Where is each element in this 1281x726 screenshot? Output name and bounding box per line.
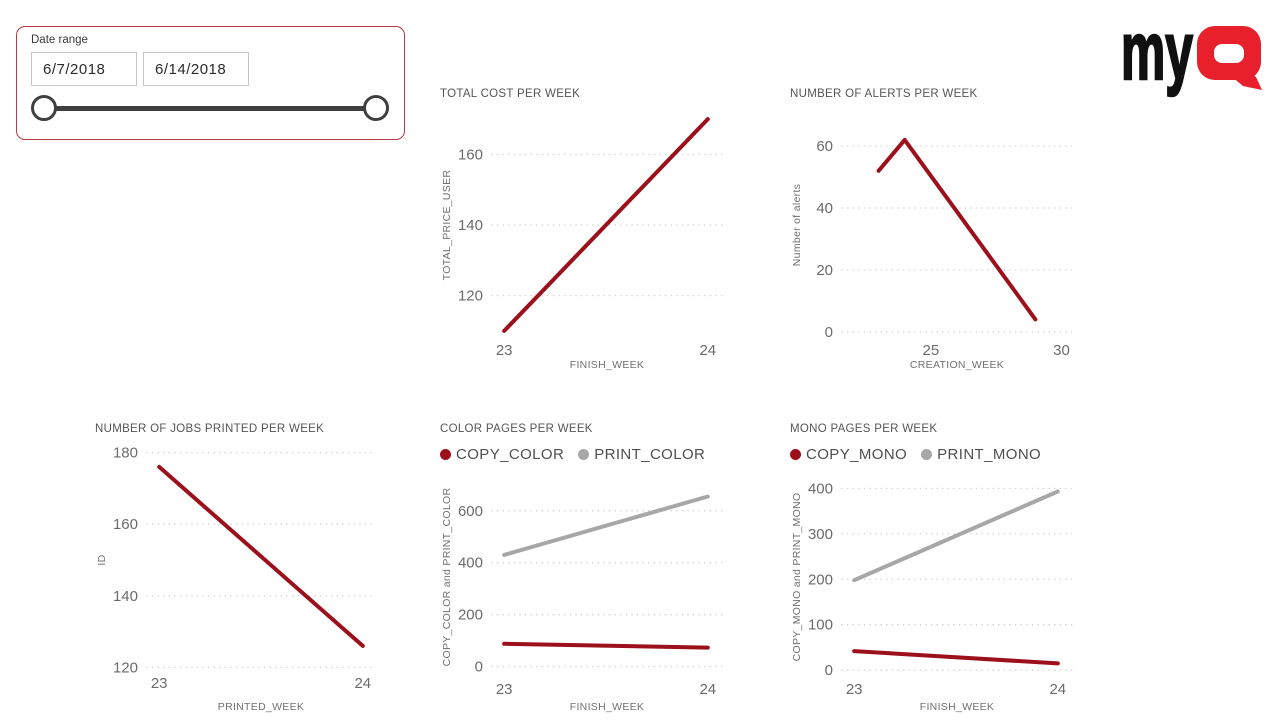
x-axis-title: PRINTED_WEEK bbox=[218, 701, 304, 713]
chart-plot-color-pages[interactable]: 0 200 400 600 23 24 FINISH_WEEK COPY_COLOR and … bbox=[440, 471, 732, 715]
chart-plot-total-cost[interactable]: 120 140 160 23 24 FINISH_WEEK TOTAL_PRICE_USER bbox=[440, 110, 732, 373]
y-tick-label: 0 bbox=[825, 324, 833, 341]
logo-q-shape bbox=[1197, 26, 1262, 90]
x-axis-title: FINISH_WEEK bbox=[570, 359, 644, 371]
y-tick-label: 160 bbox=[458, 146, 483, 163]
chart-number-of-alerts-per-week: NUMBER OF ALERTS PER WEEK 0 20 40 60 25 30 CRE… bbox=[790, 88, 1082, 373]
start-date-input[interactable] bbox=[31, 52, 137, 86]
y-tick-label: 120 bbox=[458, 288, 483, 305]
x-tick-label: 23 bbox=[151, 675, 168, 692]
y-tick-label: 20 bbox=[816, 262, 833, 279]
legend-dot-COPY_COLOR bbox=[440, 448, 451, 460]
chart-title: MONO PAGES PER WEEK bbox=[790, 423, 938, 435]
x-tick-label: 24 bbox=[1049, 681, 1066, 698]
chart-mono-pages-per-week: MONO PAGES PER WEEK COPY_MONO PRINT_MONO … bbox=[790, 423, 1082, 715]
date-range-slicer: Date range bbox=[16, 26, 405, 140]
y-axis-title: ID bbox=[96, 554, 108, 565]
logo-my-text: my bbox=[1121, 14, 1193, 97]
x-axis-title: FINISH_WEEK bbox=[570, 701, 644, 713]
x-axis-title: FINISH_WEEK bbox=[920, 701, 994, 713]
x-tick-label: 30 bbox=[1053, 342, 1070, 359]
slider-handle-end[interactable] bbox=[363, 95, 389, 121]
chart-legend: COPY_MONO PRINT_MONO bbox=[790, 445, 1082, 463]
legend-item-PRINT_COLOR[interactable]: PRINT_COLOR bbox=[578, 446, 705, 463]
x-axis-title: CREATION_WEEK bbox=[910, 359, 1004, 371]
y-axis-title: COPY_MONO and PRINT_MONO bbox=[791, 493, 803, 662]
slider-handle-start[interactable] bbox=[31, 95, 57, 121]
series-line-TOTAL_PRICE_USER[interactable] bbox=[502, 117, 710, 333]
series-line-Number of alerts[interactable] bbox=[876, 137, 1038, 322]
x-tick-label: 25 bbox=[923, 342, 940, 359]
legend-label: PRINT_COLOR bbox=[594, 445, 706, 463]
legend-item-COPY_COLOR[interactable]: COPY_COLOR bbox=[440, 446, 564, 463]
y-tick-label: 300 bbox=[808, 526, 833, 543]
y-tick-label: 600 bbox=[458, 503, 483, 520]
x-tick-label: 24 bbox=[354, 675, 371, 692]
legend-dot-COPY_MONO bbox=[790, 448, 801, 460]
chart-title: NUMBER OF ALERTS PER WEEK bbox=[790, 88, 978, 100]
y-tick-label: 140 bbox=[458, 217, 483, 234]
legend-label: COPY_MONO bbox=[806, 445, 908, 463]
legend-label: COPY_COLOR bbox=[456, 445, 565, 463]
chart-title: COLOR PAGES PER WEEK bbox=[440, 423, 593, 435]
chart-title: TOTAL COST PER WEEK bbox=[440, 88, 581, 100]
chart-plot-mono-pages[interactable]: 0 100 200 300 400 23 24 FINISH_WEEK COPY_MONO an… bbox=[790, 471, 1082, 715]
y-axis-title: COPY_COLOR and PRINT_COLOR bbox=[441, 488, 453, 667]
legend-label: PRINT_MONO bbox=[937, 445, 1042, 463]
chart-title: NUMBER OF JOBS PRINTED PER WEEK bbox=[95, 423, 325, 435]
legend-dot-PRINT_COLOR bbox=[578, 448, 590, 460]
y-tick-label: 200 bbox=[458, 607, 483, 624]
y-tick-label: 160 bbox=[113, 516, 138, 533]
y-tick-label: 100 bbox=[808, 617, 833, 634]
y-tick-label: 400 bbox=[808, 480, 833, 497]
series-line-COPY_MONO[interactable] bbox=[852, 649, 1060, 666]
y-tick-label: 60 bbox=[816, 138, 833, 155]
series-line-PRINT_MONO[interactable] bbox=[852, 489, 1060, 583]
x-tick-label: 24 bbox=[699, 681, 716, 698]
x-tick-label: 23 bbox=[496, 342, 513, 359]
y-tick-label: 200 bbox=[808, 571, 833, 588]
date-range-label: Date range bbox=[31, 34, 88, 46]
chart-jobs-printed-per-week: NUMBER OF JOBS PRINTED PER WEEK 120 140 16… bbox=[95, 423, 385, 715]
chart-color-pages-per-week: COLOR PAGES PER WEEK COPY_COLOR PRINT_COL… bbox=[440, 423, 732, 715]
y-tick-label: 180 bbox=[113, 445, 138, 462]
legend-item-COPY_MONO[interactable]: COPY_MONO bbox=[790, 446, 907, 463]
series-line-ID[interactable] bbox=[157, 464, 365, 648]
legend-item-PRINT_MONO[interactable]: PRINT_MONO bbox=[921, 446, 1041, 463]
chart-plot-alerts[interactable]: 0 20 40 60 25 30 CREATION_WEEK Number of alerts bbox=[790, 110, 1082, 373]
series-line-COPY_COLOR[interactable] bbox=[502, 641, 710, 650]
y-tick-label: 0 bbox=[825, 662, 833, 679]
y-tick-label: 120 bbox=[113, 659, 138, 676]
chart-plot-jobs-printed[interactable]: 120 140 160 180 23 24 PRINTED_WEEK ID bbox=[95, 445, 385, 715]
myq-logo: my bbox=[1120, 14, 1262, 98]
y-tick-label: 140 bbox=[113, 588, 138, 605]
slider-track[interactable] bbox=[44, 106, 376, 111]
chart-total-cost-per-week: TOTAL COST PER WEEK 120 140 160 23 24 FINISH_… bbox=[440, 88, 732, 373]
end-date-input[interactable] bbox=[143, 52, 249, 86]
x-tick-label: 24 bbox=[699, 342, 716, 359]
chart-legend: COPY_COLOR PRINT_COLOR bbox=[440, 445, 732, 463]
y-axis-title: TOTAL_PRICE_USER bbox=[441, 170, 453, 281]
series-line-PRINT_COLOR[interactable] bbox=[502, 494, 710, 557]
y-tick-label: 0 bbox=[475, 659, 483, 676]
x-tick-label: 23 bbox=[496, 681, 513, 698]
y-axis-title: Number of alerts bbox=[791, 184, 803, 266]
y-tick-label: 400 bbox=[458, 555, 483, 572]
x-tick-label: 23 bbox=[846, 681, 863, 698]
legend-dot-PRINT_MONO bbox=[921, 448, 933, 460]
y-tick-label: 40 bbox=[816, 200, 833, 217]
